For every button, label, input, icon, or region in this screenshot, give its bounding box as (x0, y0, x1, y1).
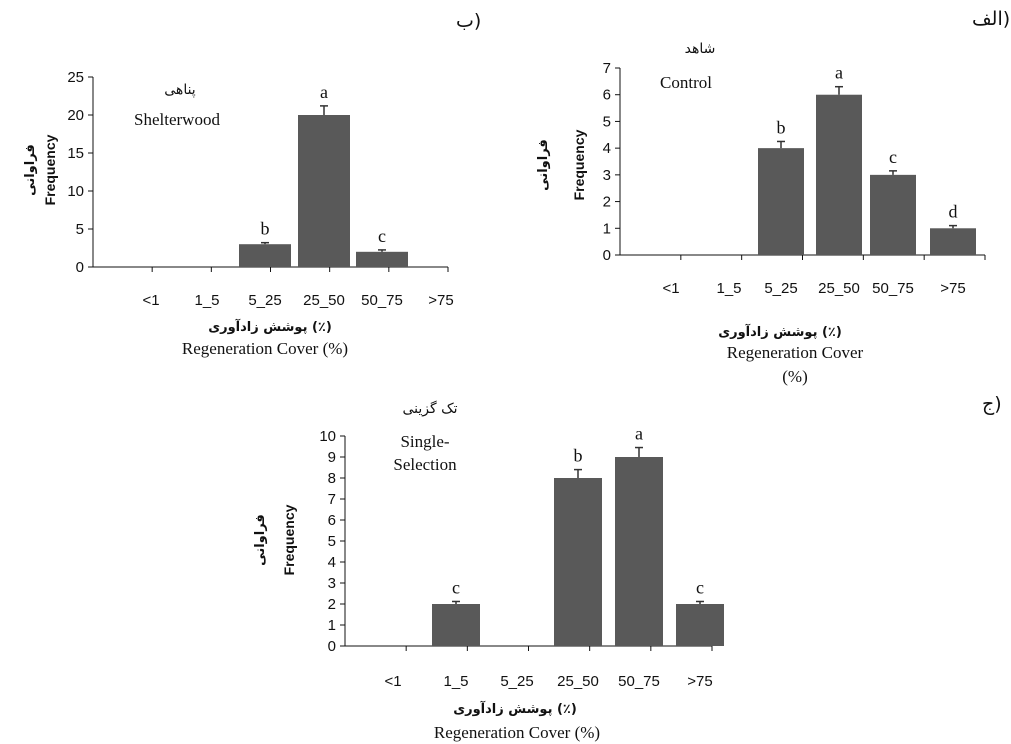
x-tick-label: 5_25 (764, 280, 797, 297)
x-tick-label: 5_25 (500, 673, 533, 690)
significance-letter: a (835, 63, 843, 83)
treatment-title-fa: شاهد (685, 41, 716, 57)
chart-shelterwood: 0 5 10 15 20 25 <1 1_5 b 5_25 a 25_50 c 50_75 >75 پناهی… (23, 69, 454, 358)
treatment-title-fa: پناهی (164, 82, 196, 98)
treatment-title-en: Shelterwood (134, 110, 220, 129)
y-axis-label-fa: فراوانی (536, 139, 551, 191)
chart-single-selection: 0 1 2 3 4 5 6 7 8 9 10 <1 c 1_5 5_25 b 25_50 a 50_75 c >75 تک… (253, 400, 724, 742)
y-tick-label: 4 (603, 140, 611, 157)
bar-50_75 (870, 174, 916, 255)
x-tick-label: 25_50 (557, 673, 599, 690)
x-tick-label: <1 (662, 280, 679, 297)
panel-label-c: ج) (982, 393, 1002, 415)
y-tick-label: 7 (328, 491, 336, 508)
y-axis-label-fa: فراوانی (23, 144, 38, 196)
y-axis-label-en: Frequency (42, 134, 58, 205)
significance-letter: a (635, 424, 643, 444)
y-tick-label: 7 (603, 60, 611, 77)
y-tick-label: 2 (328, 596, 336, 613)
x-axis-label-fa: پوشش زادآوری (٪) (208, 318, 332, 335)
y-tick-label: 8 (328, 470, 336, 487)
bar-50_75 (615, 457, 663, 646)
x-tick-label: <1 (384, 673, 401, 690)
x-tick-label: >75 (687, 673, 712, 690)
significance-letter: b (777, 117, 786, 137)
significance-letter: c (452, 577, 460, 597)
y-tick-label: 1 (328, 617, 336, 634)
x-tick-label: 1_5 (443, 673, 468, 690)
x-axis-label-fa: پوشش زادآوری (٪) (453, 700, 577, 717)
y-axis-label-fa: فراوانی (253, 514, 268, 566)
y-tick-label: 6 (328, 512, 336, 529)
bar->75 (930, 228, 976, 255)
significance-letter: c (696, 577, 704, 597)
x-tick-label: 50_75 (872, 280, 914, 297)
treatment-title-en: Single- (400, 432, 449, 451)
x-tick-label: 1_5 (194, 292, 219, 309)
y-tick-label: 15 (67, 145, 84, 162)
y-tick-label: 10 (67, 183, 84, 200)
x-tick-label: 50_75 (361, 292, 403, 309)
bar-5_25 (239, 244, 291, 267)
bar-5_25 (758, 148, 804, 255)
x-tick-label: 5_25 (248, 292, 281, 309)
bar-25_50 (554, 478, 602, 646)
y-axis-label-en: Frequency (571, 129, 587, 200)
y-tick-label: 3 (328, 575, 336, 592)
y-axis-label-en: Frequency (281, 504, 297, 575)
y-tick-label: 9 (328, 449, 336, 466)
y-tick-label: 6 (603, 87, 611, 104)
y-tick-label: 5 (76, 221, 84, 238)
x-tick-label: 1_5 (716, 280, 741, 297)
bar-25_50 (298, 115, 350, 267)
panel-label-a: الف) (972, 8, 1011, 30)
treatment-title-en: Selection (393, 455, 457, 474)
y-tick-label: 0 (603, 247, 611, 264)
x-tick-label: >75 (940, 280, 965, 297)
treatment-title-en: Control (660, 73, 712, 92)
y-tick-label: 20 (67, 107, 84, 124)
bar-50_75 (356, 251, 408, 267)
y-tick-label: 2 (603, 194, 611, 211)
chart-control: 0 1 2 3 4 5 6 7 <1 1_5 b 5_25 a 25_50 c 50_75 d >75 شاهد Co… (536, 41, 986, 386)
x-tick-label: <1 (142, 292, 159, 309)
y-tick-label: 5 (328, 533, 336, 550)
significance-letter: b (574, 446, 583, 466)
x-tick-label: 50_75 (618, 673, 660, 690)
y-tick-label: 1 (603, 220, 611, 237)
significance-letter: b (261, 219, 270, 239)
y-tick-label: 0 (328, 638, 336, 655)
x-tick-label: 25_50 (818, 280, 860, 297)
y-tick-label: 5 (603, 113, 611, 130)
bar-25_50 (816, 94, 862, 255)
y-tick-label: 0 (76, 259, 84, 276)
treatment-title-fa: تک گزینی (402, 400, 457, 417)
significance-letter: a (320, 82, 328, 102)
significance-letter: c (378, 226, 386, 246)
significance-letter: c (889, 147, 897, 167)
bar-1_5 (432, 604, 480, 646)
y-tick-label: 25 (67, 69, 84, 86)
x-tick-label: 25_50 (303, 292, 345, 309)
x-tick-label: >75 (428, 292, 453, 309)
panel-label-b: ب) (456, 10, 482, 32)
y-tick-label: 4 (328, 554, 336, 571)
x-axis-label-fa: پوشش زادآوری (٪) (718, 323, 842, 340)
significance-letter: d (949, 202, 958, 222)
bar->75 (676, 604, 724, 646)
y-tick-label: 10 (319, 428, 336, 445)
x-axis-label-en: Regeneration Cover (%) (434, 723, 600, 742)
y-tick-label: 3 (603, 167, 611, 184)
x-axis-label-en: Regeneration Cover (727, 343, 864, 362)
x-axis-label-en: (%) (782, 367, 807, 386)
x-axis-label-en: Regeneration Cover (%) (182, 339, 348, 358)
